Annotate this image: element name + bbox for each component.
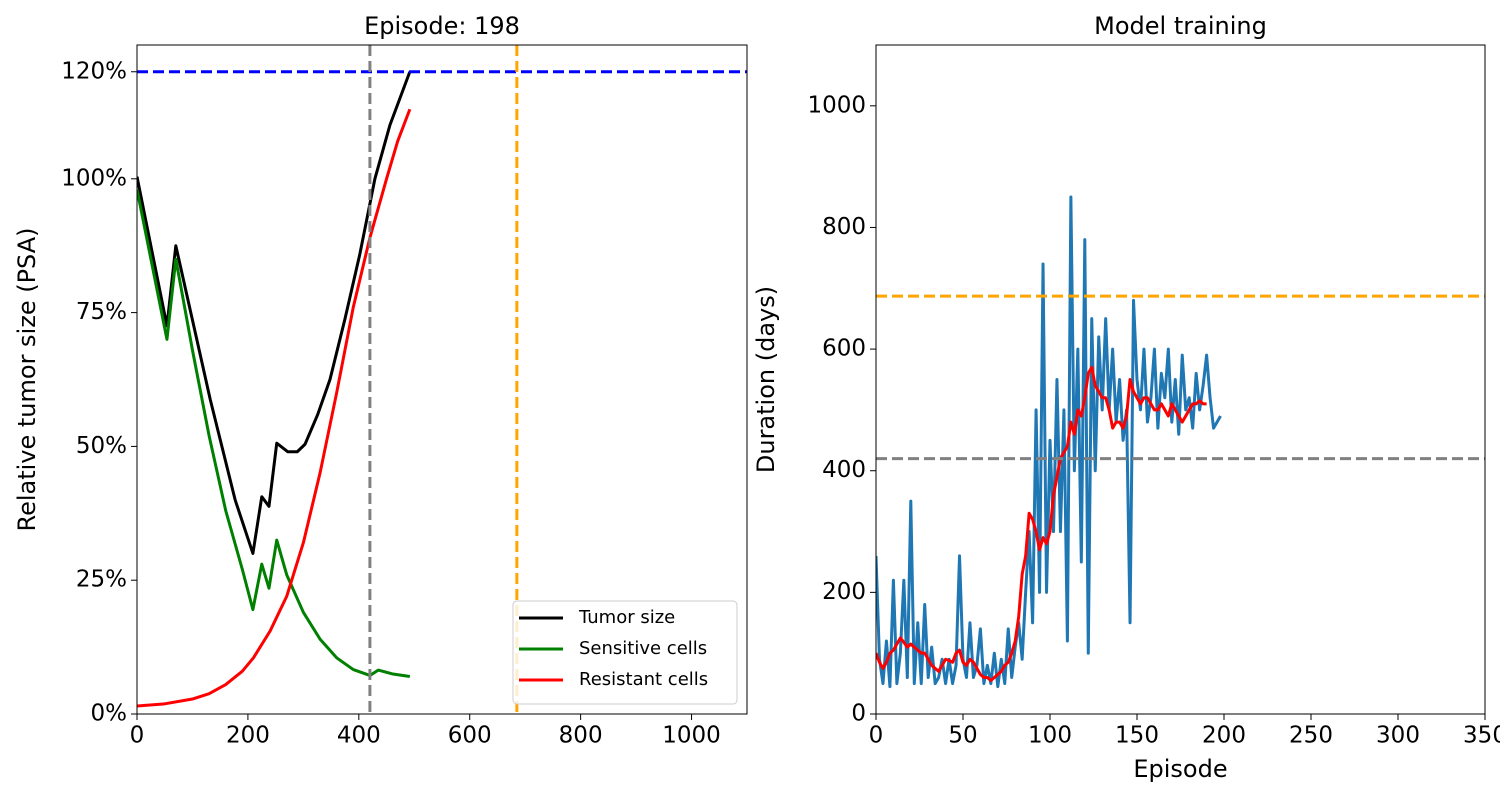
x-tick-label: 400 xyxy=(337,723,381,749)
series-line xyxy=(137,71,412,555)
y-tick-label: 0% xyxy=(91,701,128,727)
series-line xyxy=(876,365,1207,683)
chart-title: Episode: 198 xyxy=(364,12,520,40)
y-tick-label: 100% xyxy=(61,165,127,191)
x-tick-label: 150 xyxy=(1115,723,1159,749)
y-tick-label: 50% xyxy=(76,433,127,459)
x-tick-label: 1000 xyxy=(662,723,721,749)
legend-box xyxy=(512,600,738,705)
x-tick-label: 300 xyxy=(1376,723,1420,749)
legend-label: Resistant cells xyxy=(579,669,708,690)
axes-frame xyxy=(875,44,1486,715)
series-line xyxy=(876,195,1222,689)
plot-area xyxy=(137,45,747,714)
x-tick-label: 100 xyxy=(1028,723,1072,749)
y-tick-label: 200 xyxy=(822,579,866,605)
axes-frame xyxy=(136,44,748,715)
y-tick-label: 800 xyxy=(822,214,866,240)
x-tick-label: 350 xyxy=(1463,723,1500,749)
y-tick-label: 25% xyxy=(76,567,127,593)
plot-area xyxy=(876,195,1485,689)
y-axis-label: Duration (days) xyxy=(752,286,780,473)
chart-title: Model training xyxy=(1094,12,1267,40)
y-tick-label: 1000 xyxy=(807,92,866,118)
x-axis-label: Episode xyxy=(1133,755,1227,783)
y-axis-label: Relative tumor size (PSA) xyxy=(13,227,41,531)
y-tick-label: 600 xyxy=(822,336,866,362)
series-line xyxy=(137,189,411,679)
x-tick-label: 200 xyxy=(226,723,270,749)
x-tick-label: 600 xyxy=(448,723,492,749)
y-tick-label: 400 xyxy=(822,457,866,483)
x-tick-label: 800 xyxy=(559,723,603,749)
x-tick-label: 250 xyxy=(1289,723,1333,749)
legend-label: Sensitive cells xyxy=(579,638,707,659)
legend-label: Tumor size xyxy=(578,607,675,628)
y-tick-label: 120% xyxy=(61,58,127,84)
x-tick-label: 0 xyxy=(869,723,884,749)
x-tick-label: 200 xyxy=(1202,723,1246,749)
y-tick-label: 0 xyxy=(851,701,866,727)
y-tick-label: 75% xyxy=(76,299,127,325)
x-tick-label: 0 xyxy=(130,723,145,749)
series-line xyxy=(137,108,412,708)
x-tick-label: 50 xyxy=(948,723,977,749)
